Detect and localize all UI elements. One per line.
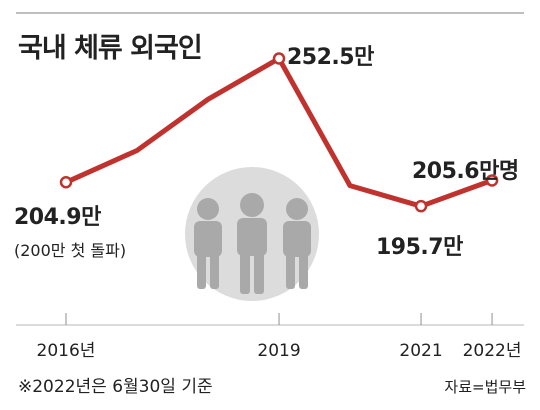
point-marker-2019 — [272, 52, 286, 65]
source-note: 자료=법무부 — [444, 378, 526, 396]
x-tick-label-2022: 2022년 — [463, 341, 522, 361]
x-tick-label-2019: 2019 — [257, 341, 300, 361]
label-2022: 205.6만명 — [412, 159, 519, 184]
people-icon — [185, 167, 319, 301]
footnote: ※2022년은 6월30일 기준 — [18, 377, 213, 397]
label-2016-note: (200만 첫 돌파) — [14, 241, 126, 260]
point-marker-2016 — [59, 176, 73, 189]
chart-title: 국내 체류 외국인 — [18, 33, 203, 64]
x-tick-label-2016: 2016년 — [37, 341, 96, 361]
point-marker-2021 — [414, 199, 428, 213]
label-2021: 195.7만 — [376, 235, 463, 260]
label-2016: 204.9만 — [14, 205, 101, 230]
label-2019: 252.5만 — [287, 45, 374, 70]
x-tick-label-2021: 2021 — [399, 341, 442, 361]
point-marker-2022 — [485, 174, 499, 187]
top-rule — [16, 12, 524, 14]
